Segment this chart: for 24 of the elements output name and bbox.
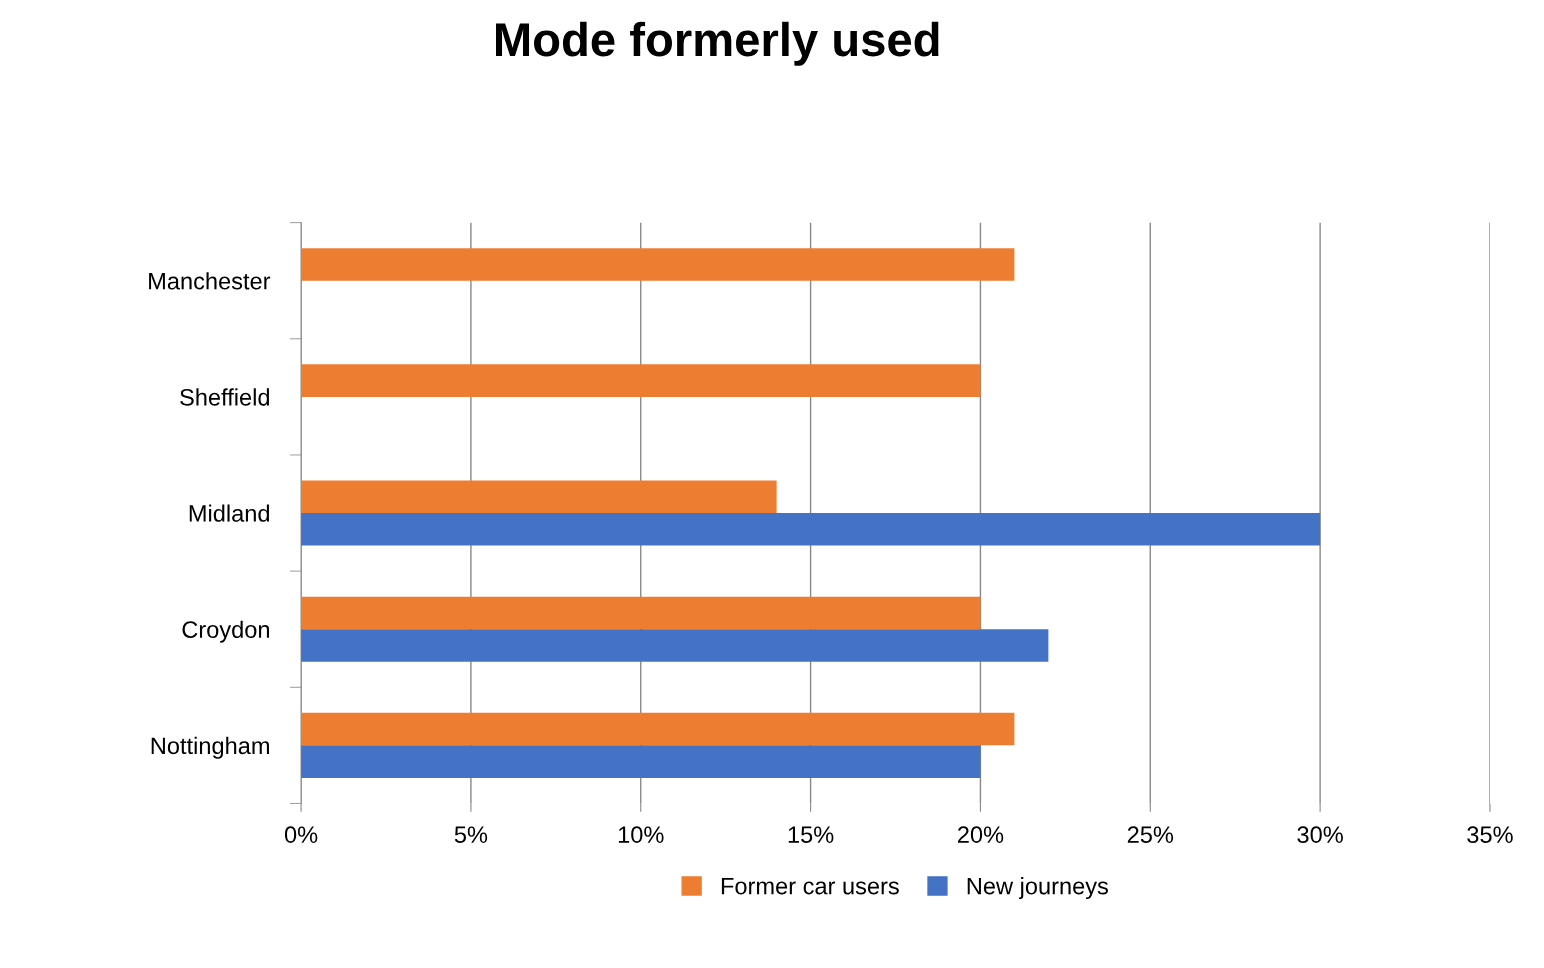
x-tick-label: 5%	[454, 826, 488, 844]
x-tick-label: 10%	[618, 826, 664, 844]
bar	[301, 513, 1321, 546]
y-tick-label: Manchester	[149, 272, 271, 290]
bar	[301, 364, 981, 397]
bar	[301, 745, 981, 778]
legend-label: New journeys	[967, 877, 1108, 900]
y-tick-label: Midland	[189, 504, 270, 522]
chart-title: Mode formerly used	[496, 21, 939, 66]
bar	[301, 596, 981, 630]
x-tick-label: 30%	[1297, 826, 1343, 844]
x-tick-label: 35%	[1467, 826, 1513, 844]
bar	[301, 248, 1015, 281]
bar	[301, 480, 777, 514]
bar	[301, 629, 1049, 662]
x-tick-label: 15%	[788, 826, 834, 844]
y-tick-label: Nottingham	[151, 736, 269, 759]
x-tick-label: 0%	[284, 826, 318, 844]
y-tick-label: Sheffield	[180, 388, 270, 406]
x-tick-label: 20%	[958, 826, 1004, 844]
legend-label: Former car users	[721, 877, 899, 895]
x-tick-label: 25%	[1127, 826, 1174, 844]
y-tick-label: Croydon	[182, 620, 269, 643]
bar	[301, 712, 1015, 746]
